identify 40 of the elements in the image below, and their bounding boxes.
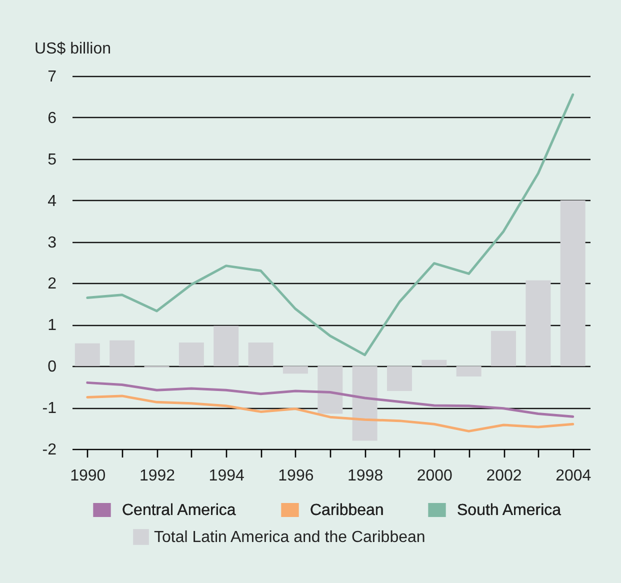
y-tick-label: 2: [48, 276, 57, 293]
line-series: [86, 394, 574, 432]
y-tick-label: 4: [48, 192, 57, 210]
bar: [110, 340, 135, 366]
bar: [178, 342, 204, 366]
bar: [560, 200, 586, 366]
bar: [282, 366, 308, 374]
y-tick-label: 3: [48, 234, 57, 252]
legend-label: South America: [457, 502, 562, 519]
bar: [352, 366, 378, 441]
x-tick-label: 1990: [70, 468, 106, 484]
y-tick-label: 0: [48, 358, 57, 376]
y-tick-label: 5: [48, 151, 57, 168]
bar: [422, 360, 447, 366]
y-axis-title: US$ billion: [34, 40, 111, 58]
bar: [214, 326, 239, 366]
bar: [74, 343, 100, 366]
bar: [318, 366, 343, 414]
x-tick-label: 1994: [208, 468, 245, 484]
bar: [491, 330, 516, 366]
x-tick-label: 1996: [278, 468, 314, 484]
y-tick-label: -1: [42, 400, 57, 418]
legend-label: Caribbean: [310, 502, 384, 519]
x-tick-label: 2002: [486, 468, 522, 484]
legend-label: Central America: [122, 502, 236, 519]
x-tick-label: 1998: [348, 468, 384, 484]
line-series: [86, 93, 574, 356]
y-tick-label: 1: [48, 317, 57, 334]
x-tick-label: 2004: [556, 468, 592, 484]
y-tick-label: -2: [42, 442, 57, 458]
line-series: [86, 381, 574, 418]
bar: [386, 366, 412, 391]
y-tick-label: 7: [48, 68, 57, 86]
x-tick-label: 1992: [139, 468, 176, 484]
bar: [456, 366, 482, 376]
bar: [248, 342, 274, 366]
y-tick-label: 6: [48, 110, 57, 127]
x-tick-label: 2000: [416, 468, 453, 484]
legend-label: Total Latin America and the Caribbean: [154, 529, 426, 546]
bar: [526, 280, 551, 366]
